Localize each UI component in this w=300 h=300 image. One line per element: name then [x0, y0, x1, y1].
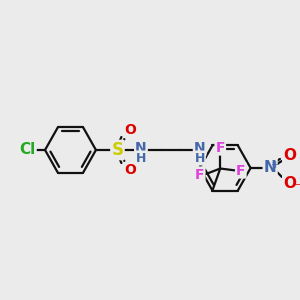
Text: H: H: [194, 152, 205, 164]
Text: S: S: [112, 141, 124, 159]
Text: O: O: [283, 148, 296, 163]
Text: N: N: [135, 141, 147, 155]
Text: O: O: [124, 123, 136, 137]
Text: H: H: [136, 152, 146, 164]
Text: N: N: [264, 160, 277, 175]
Text: F: F: [215, 140, 225, 154]
Text: F: F: [236, 164, 246, 178]
Text: O: O: [124, 163, 136, 177]
Text: Cl: Cl: [19, 142, 35, 158]
Text: N: N: [194, 141, 206, 155]
Text: +: +: [270, 160, 280, 170]
Text: F: F: [195, 167, 204, 182]
Text: O: O: [283, 176, 296, 190]
Text: ⁻: ⁻: [292, 181, 300, 196]
